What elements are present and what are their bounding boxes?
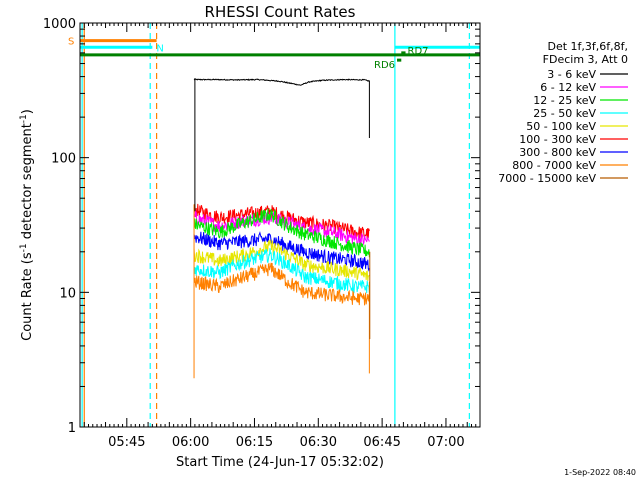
legend-entry-label: 12 - 25 keV (533, 94, 596, 107)
x-tick-label: 06:00 (172, 435, 209, 450)
y-axis-label-sup-2: -1 (19, 114, 29, 123)
y-tick-label: 1000 (43, 17, 76, 32)
legend-entry-label: 6 - 12 keV (540, 81, 596, 94)
x-tick-label: 06:30 (300, 435, 337, 450)
y-tick-label: 1 (68, 421, 76, 436)
legend-header-line-2: FDecim 3, Att 0 (543, 53, 628, 66)
x-axis-label: Start Time (24-Jun-17 05:32:02) (176, 455, 384, 470)
series-line-5 (193, 231, 370, 272)
legend-entry-label: 3 - 6 keV (547, 68, 596, 81)
y-axis-label-part-2: detector segment (20, 123, 35, 243)
x-tick-label: 06:15 (236, 435, 273, 450)
legend-entry-label: 25 - 50 keV (533, 107, 596, 120)
series-line-2 (193, 203, 370, 240)
x-tick-label: 07:00 (427, 435, 464, 450)
y-axis: 1 10 100 1000 (43, 17, 480, 436)
footer-date: 1-Sep-2022 08:40 (564, 468, 636, 477)
marker-label-s: S (68, 37, 74, 48)
legend-entry-label: 300 - 800 keV (519, 146, 596, 159)
series-line-7 (193, 248, 370, 294)
legend: Det 1f,3f,6f,8f, FDecim 3, Att 0 3 - 6 k… (498, 40, 628, 185)
x-tick-label: 06:45 (363, 435, 400, 450)
y-axis-label-part-3: ) (20, 109, 35, 114)
marker-label-rd7: RD7 (408, 46, 429, 57)
y-tick-label: 100 (51, 152, 76, 167)
x-tick-label: 05:45 (108, 435, 145, 450)
series-line-6 (193, 239, 370, 281)
series-line-4 (193, 208, 370, 258)
plot-area: S N RD7 RD6 (68, 23, 480, 427)
legend-entry-label: 7000 - 15000 keV (498, 172, 596, 185)
legend-entry-label: 800 - 7000 keV (512, 159, 596, 172)
series-line-8 (193, 262, 370, 306)
chart-title: RHESSI Count Rates (205, 3, 356, 21)
marker-label-n: N (156, 43, 163, 54)
legend-header-line-1: Det 1f,3f,6f,8f, (547, 40, 628, 53)
y-axis-label-sup-1: -1 (19, 243, 29, 252)
marker-label-rd6: RD6 (374, 60, 395, 71)
series-line-1 (193, 78, 370, 138)
legend-entry-label: 50 - 100 keV (526, 120, 596, 133)
y-axis-label: Count Rate (s-1 detector segment-1) (19, 109, 35, 341)
x-axis: 05:45 06:00 06:15 06:30 06:45 07:00 (83, 23, 481, 450)
y-axis-label-part-1: Count Rate (s (20, 252, 35, 341)
legend-entry-label: 100 - 300 keV (519, 133, 596, 146)
y-tick-label: 10 (59, 286, 76, 301)
